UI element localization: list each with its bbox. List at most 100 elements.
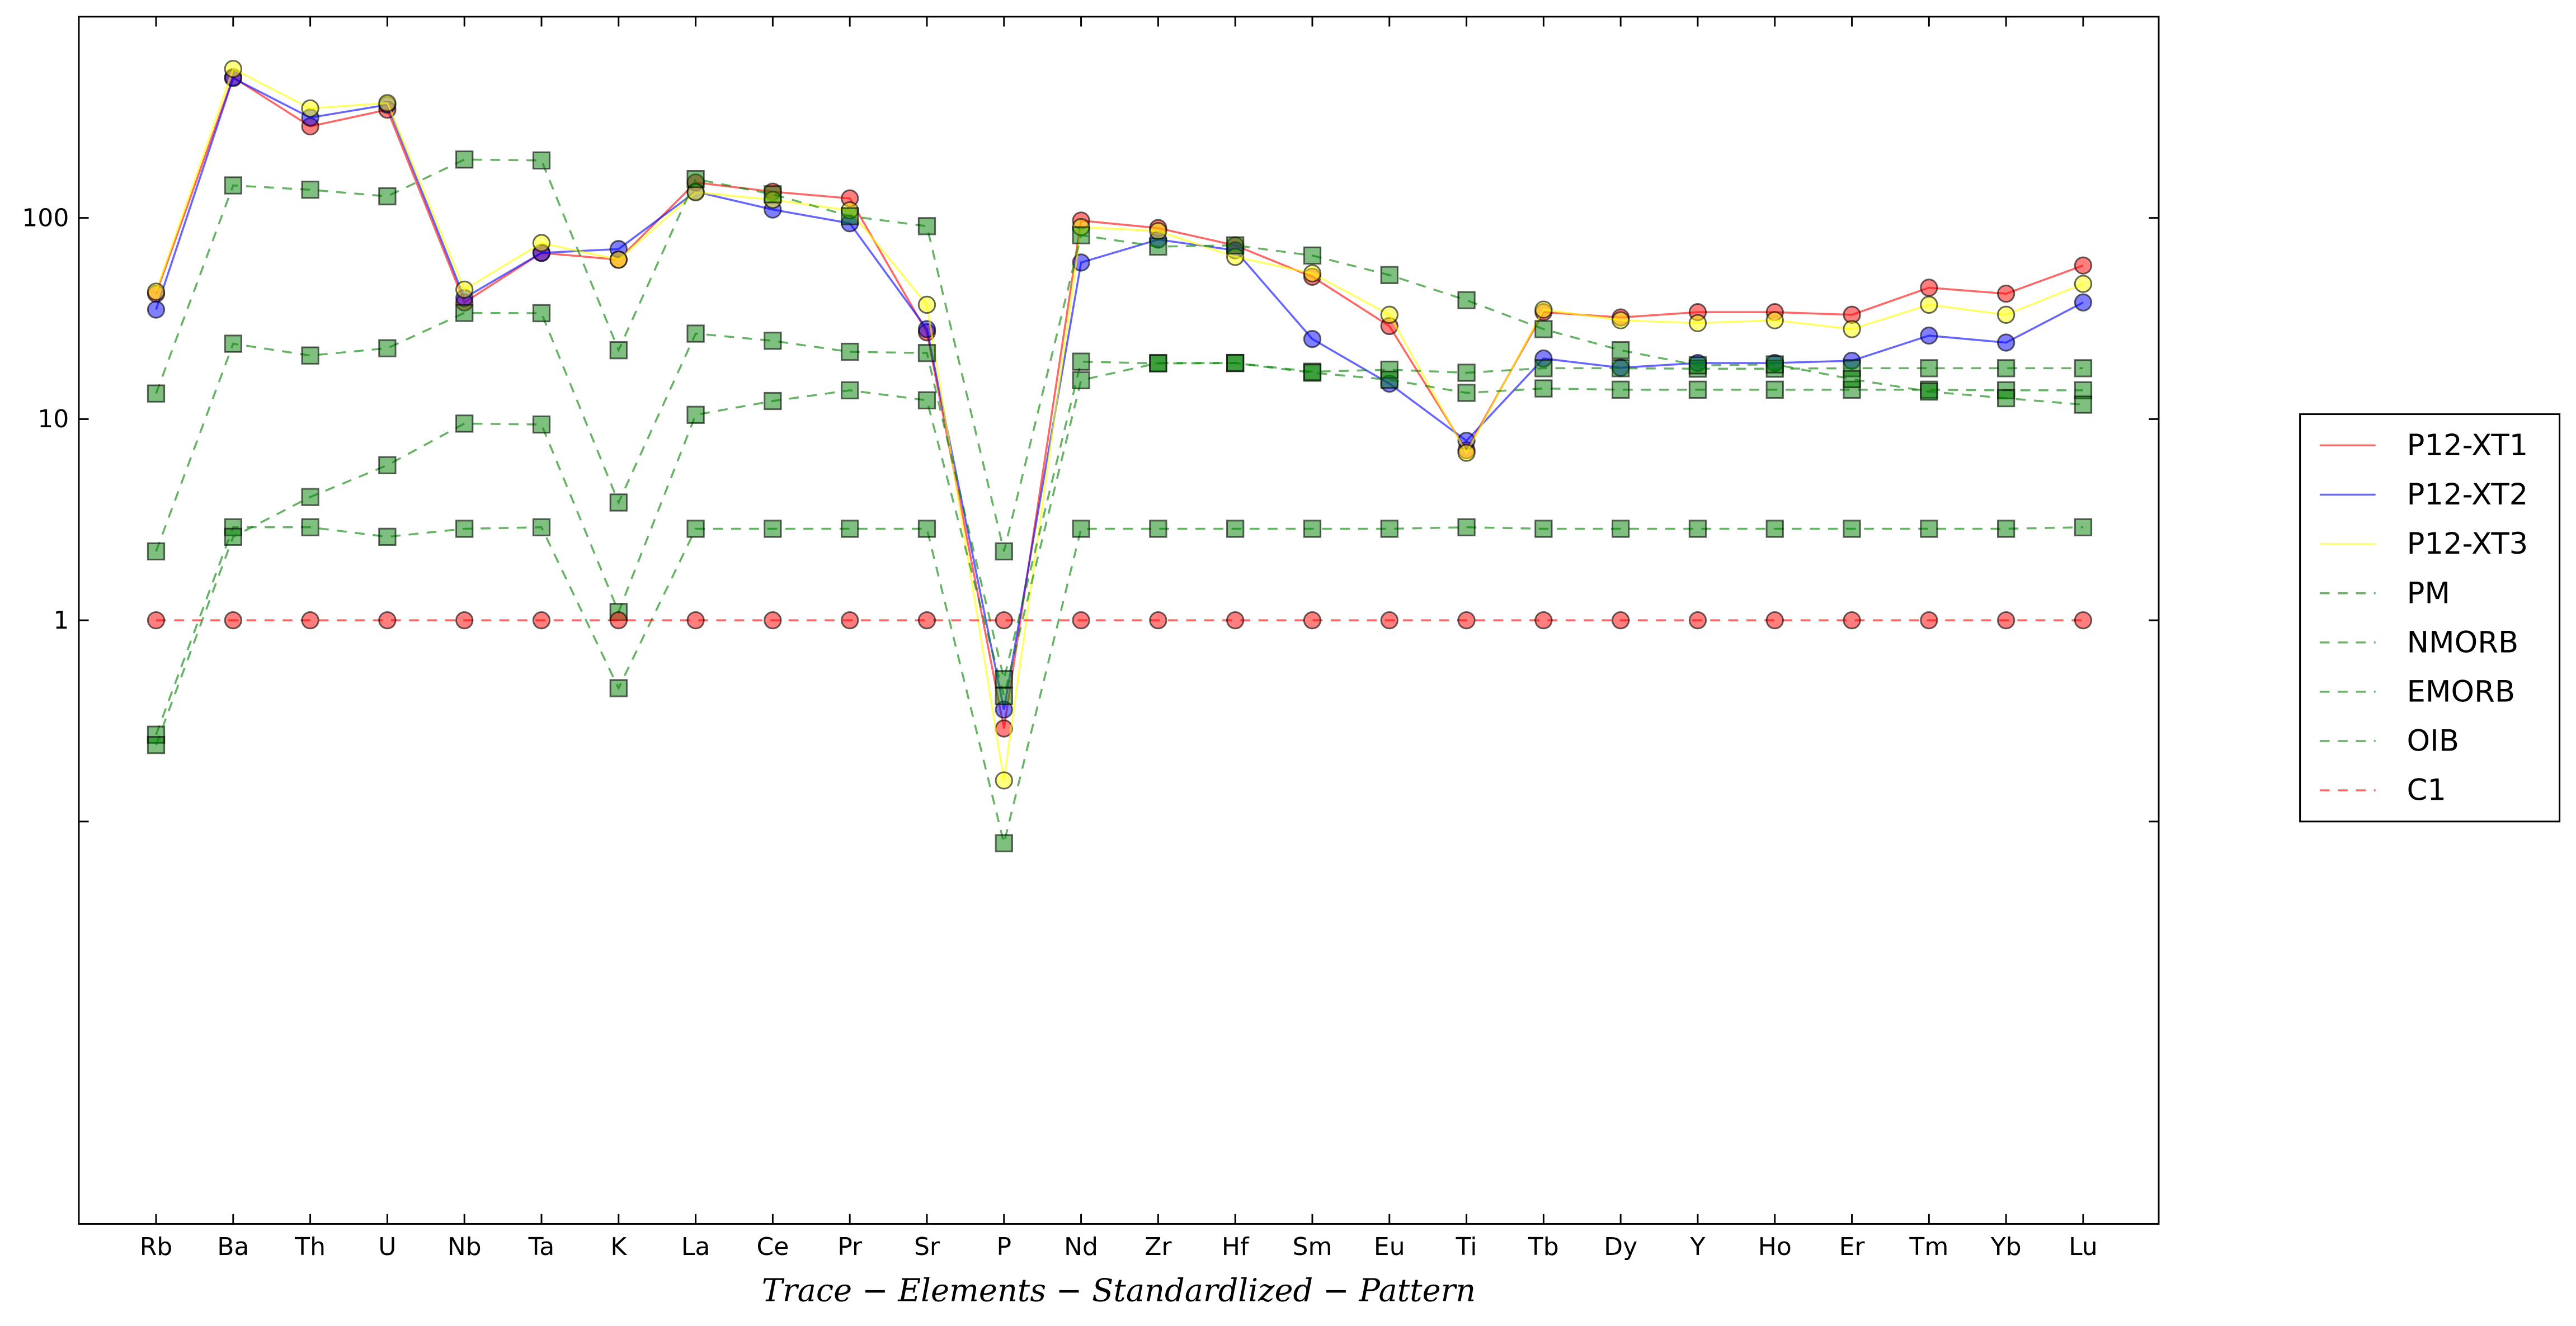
legend-label: P12-XT2 [2407,478,2528,512]
legend-label: P12-XT3 [2407,527,2528,561]
circle-marker [1996,305,2015,324]
square-marker [995,687,1013,705]
square-marker [1457,384,1476,402]
square-marker [1457,364,1476,382]
circle-marker [1996,333,2015,352]
square-marker [1612,520,1630,538]
square-marker [1226,236,1245,254]
square-marker [1996,389,2015,408]
square-marker [1920,359,1938,377]
square-marker [1765,380,1784,399]
circle-marker [532,611,551,630]
square-marker [841,520,859,538]
circle-marker [841,611,859,630]
square-marker [455,304,474,322]
square-marker [1303,364,1322,382]
circle-marker [1688,611,1707,630]
circle-marker [2074,275,2093,293]
series-line [155,67,2084,781]
circle-marker [995,771,1013,790]
circle-marker [609,251,628,269]
y-tick-label: 10 [37,405,69,433]
square-marker [1303,246,1322,265]
square-marker [1612,359,1630,377]
square-marker [1920,520,1938,538]
x-tick-label: P [996,1233,1011,1261]
x-tick-label: Ho [1758,1233,1792,1261]
circle-marker [1920,279,1938,297]
square-marker [301,181,319,199]
square-marker [1534,379,1553,398]
series-line [155,362,2083,745]
circle-marker [224,60,242,78]
square-marker [1688,520,1707,538]
square-marker [1072,352,1090,371]
square-marker [2074,518,2093,536]
square-marker [1688,380,1707,399]
square-marker [1072,371,1090,390]
circle-marker [1072,611,1090,630]
circle-marker [224,611,242,630]
square-marker [1688,356,1707,375]
square-marker [1534,520,1553,538]
x-tick-label: Tm [1909,1233,1948,1261]
circle-marker [532,234,551,252]
square-marker [1612,380,1630,399]
square-marker [224,527,242,546]
circle-marker [1303,611,1322,630]
circle-marker [1920,326,1938,345]
square-marker [764,391,782,410]
circle-marker [455,611,474,630]
x-tick-label: Th [294,1233,326,1261]
circle-marker [1303,330,1322,348]
x-tick-label: Nd [1064,1233,1098,1261]
circle-marker [1303,264,1322,282]
square-marker [301,346,319,365]
circle-marker [1996,611,2015,630]
circle-marker [1457,443,1476,462]
square-marker [2074,359,2093,377]
circle-marker [1380,305,1398,324]
circle-marker [1920,295,1938,314]
square-marker [995,670,1013,688]
x-tick-label: Hf [1222,1233,1250,1261]
y-tick-label: 100 [22,204,69,232]
square-marker [609,341,628,360]
square-marker [147,384,166,403]
legend-label: C1 [2407,773,2447,808]
legend-box [2299,413,2561,823]
square-marker [1457,518,1476,536]
square-marker [686,324,705,343]
series-line [155,75,2084,729]
circle-marker [917,611,936,630]
circle-marker [147,282,166,301]
square-marker [455,150,474,169]
x-tick-label: Ti [1456,1233,1477,1261]
square-marker [1534,359,1553,377]
circle-marker [147,611,166,630]
circle-marker [455,280,474,299]
square-marker [1534,320,1553,338]
circle-marker [1612,611,1630,630]
x-tick-label: Dy [1604,1233,1637,1261]
square-marker [532,151,551,170]
circle-marker [1843,611,1861,630]
square-marker [841,342,859,361]
series-line [155,158,2084,552]
legend: P12-XT1 P12-XT2 P12-XT3 PM NMORB EMORB OIB C1 [2319,428,2528,808]
square-marker [841,207,859,225]
square-marker [1765,355,1784,374]
x-tick-label: Tb [1528,1233,1559,1261]
x-tick-label: Zr [1145,1233,1172,1261]
x-tick-label: Ce [756,1233,789,1261]
circle-marker [301,99,319,118]
square-marker [1612,341,1630,360]
circle-marker [1765,611,1784,630]
circle-marker [995,611,1013,630]
circle-marker [378,611,397,630]
circle-marker [301,611,319,630]
square-marker [147,542,166,561]
circle-marker [378,94,397,112]
square-marker [1226,353,1245,372]
